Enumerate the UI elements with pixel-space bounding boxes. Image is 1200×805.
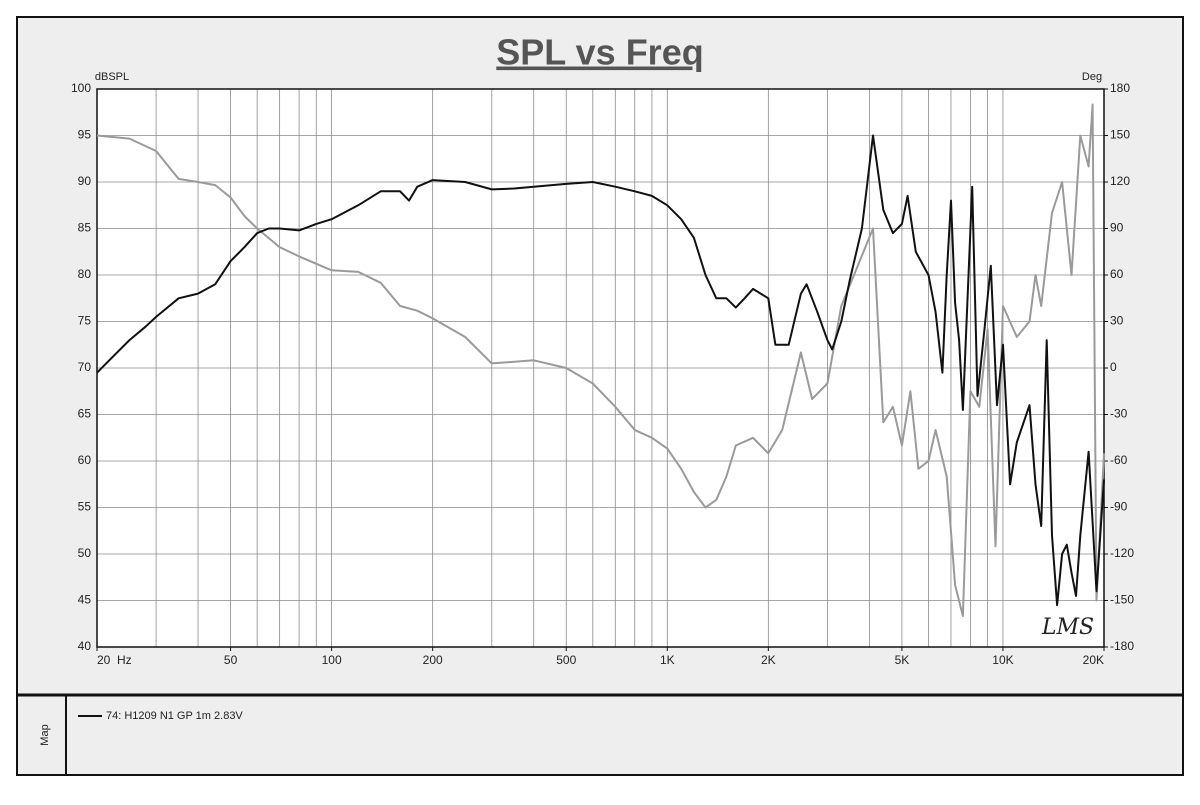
plot-border: [96, 88, 1105, 648]
y-tick-label: 60: [78, 453, 92, 467]
y-tick-label: 85: [78, 221, 92, 235]
y2-tick-label: -90: [1110, 500, 1128, 514]
x-tick-label: 5K: [895, 653, 910, 667]
y2-tick-label: -30: [1110, 407, 1128, 421]
y-tick-label: 80: [78, 267, 92, 281]
y-axis-label: dBSPL: [95, 71, 129, 83]
y-tick-label: 40: [78, 639, 92, 653]
x-tick-label: 20 Hz: [97, 653, 132, 667]
y2-tick-label: -150: [1110, 593, 1134, 607]
y2-tick-label: 30: [1110, 314, 1124, 328]
y2-axis-label: Deg: [1082, 71, 1102, 83]
y-tick-label: 75: [78, 314, 92, 328]
y-tick-label: 70: [78, 360, 92, 374]
y-tick-label: 55: [78, 500, 92, 514]
y2-tick-label: -120: [1110, 546, 1134, 560]
y2-tick-label: 150: [1110, 128, 1130, 142]
y2-tick-label: 60: [1110, 267, 1124, 281]
series-line: [96, 103, 1105, 617]
x-tick-label: 200: [423, 653, 443, 667]
y-tick-label: 100: [71, 81, 91, 95]
y-tick-label: 45: [78, 593, 92, 607]
y-tick-label: 95: [78, 128, 92, 142]
y2-tick-label: -60: [1110, 453, 1128, 467]
y2-tick-label: 90: [1110, 221, 1124, 235]
x-tick-label: 1K: [660, 653, 675, 667]
x-tick-label: 10K: [992, 653, 1013, 667]
y2-tick-label: 120: [1110, 174, 1130, 188]
y2-tick-label: 0: [1110, 360, 1117, 374]
series-line: [96, 134, 1105, 607]
x-tick-label: 20K: [1083, 653, 1104, 667]
legend-label: 74: H1209 N1 GP 1m 2.83V: [106, 710, 243, 722]
x-tick-label: 500: [556, 653, 576, 667]
x-tick-label: 2K: [761, 653, 776, 667]
annotation: LMS: [1041, 615, 1094, 640]
y2-tick-label: -180: [1110, 639, 1134, 653]
side-label: Map: [39, 724, 51, 745]
x-tick-label: 50: [224, 653, 238, 667]
y-tick-label: 90: [78, 174, 92, 188]
chart-title: SPL vs Freq: [496, 32, 703, 73]
y2-tick-label: 180: [1110, 81, 1130, 95]
x-tick-label: 100: [322, 653, 342, 667]
y-tick-label: 65: [78, 407, 92, 421]
y-tick-label: 50: [78, 546, 92, 560]
